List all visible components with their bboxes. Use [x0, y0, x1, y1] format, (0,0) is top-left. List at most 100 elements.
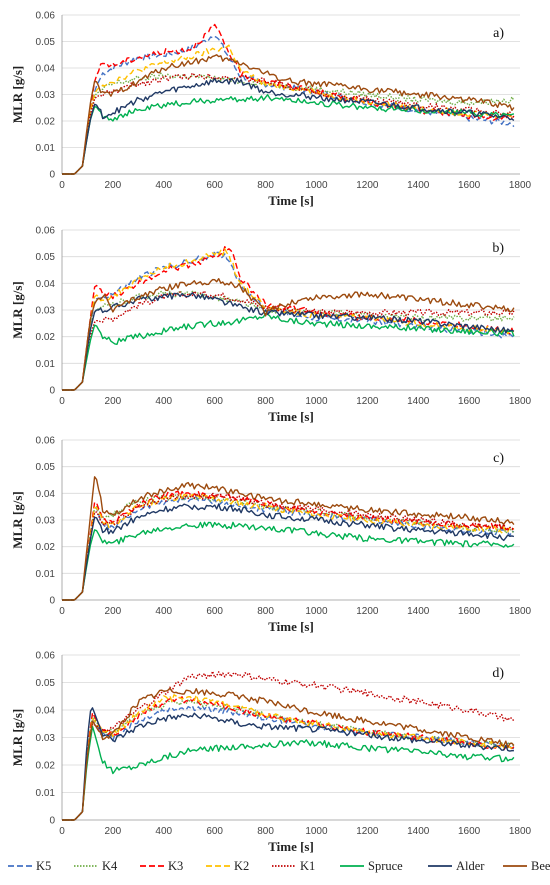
legend-item-k1: K1	[272, 859, 315, 873]
series-line-k5	[62, 250, 515, 391]
x-tick-label: 0	[59, 826, 65, 837]
y-tick-label: 0.03	[36, 733, 56, 744]
y-tick-label: 0.06	[36, 436, 56, 447]
x-tick-label: 400	[155, 606, 172, 617]
x-tick-label: 200	[105, 180, 122, 191]
panel-a: 0 0.01 0.02 0.03 0.04 0.05 0.06 0 200 400 600 800 10…	[10, 11, 532, 209]
y-tick-label: 0.04	[36, 706, 56, 717]
series-line-k3	[62, 246, 515, 391]
y-tick-label: 0.01	[36, 788, 56, 799]
x-tick-label: 1200	[356, 180, 379, 191]
series-line-k4	[62, 698, 515, 821]
y-axis-label: MLR [g/s]	[10, 66, 25, 123]
series-line-k2	[62, 248, 515, 391]
series-line-beech	[62, 476, 515, 601]
x-tick-label: 800	[257, 180, 274, 191]
x-tick-label: 800	[257, 826, 274, 837]
x-tick-label: 0	[59, 396, 65, 407]
legend-item-k2: K2	[206, 859, 249, 873]
legend-label: K4	[102, 859, 118, 873]
x-tick-label: 400	[155, 396, 172, 407]
y-axis-label: MLR [g/s]	[10, 281, 25, 338]
x-tick-label: 0	[59, 606, 65, 617]
x-tick-label: 600	[206, 606, 223, 617]
panel-c: 0 0.01 0.02 0.03 0.04 0.05 0.06 0 200 400 600 800 10…	[10, 436, 532, 635]
x-tick-label: 1000	[305, 396, 328, 407]
x-tick-label: 200	[105, 396, 122, 407]
x-tick-label: 1800	[509, 606, 532, 617]
x-tick-label: 1000	[305, 180, 328, 191]
y-tick-label: 0.06	[36, 651, 56, 662]
series-line-alder	[62, 707, 514, 821]
x-tick-label: 1200	[356, 606, 379, 617]
series-line-k5	[62, 35, 515, 175]
series-line-k4	[62, 290, 515, 391]
series-line-spruce	[62, 521, 515, 601]
y-tick-label: 0.03	[36, 516, 56, 527]
y-tick-label: 0	[49, 816, 55, 827]
x-tick-label: 1400	[407, 606, 430, 617]
y-tick-label: 0.05	[36, 678, 56, 689]
x-tick-label: 1800	[509, 826, 532, 837]
series-line-k1	[62, 72, 515, 175]
x-tick-label: 600	[206, 396, 223, 407]
y-tick-label: 0.05	[36, 37, 56, 48]
x-tick-label: 1600	[458, 826, 481, 837]
series-line-k1	[62, 492, 515, 601]
legend: K5 K4 K3 K2 K1 Spruce Alder Beech	[8, 859, 550, 873]
x-tick-label: 200	[105, 606, 122, 617]
y-tick-label: 0.01	[36, 569, 56, 580]
series-line-spruce	[62, 312, 515, 391]
y-tick-label: 0.03	[36, 306, 56, 317]
x-tick-label: 0	[59, 180, 65, 191]
legend-item-beech: Beech	[503, 859, 550, 873]
y-tick-label: 0	[49, 596, 55, 607]
y-tick-label: 0.04	[36, 279, 56, 290]
panel-label: b)	[492, 241, 504, 256]
legend-label: K2	[234, 859, 249, 873]
y-tick-label: 0	[49, 386, 55, 397]
series-line-alder	[62, 77, 515, 175]
x-axis-label: Time [s]	[268, 193, 314, 208]
series-line-beech	[62, 54, 515, 175]
series-line-alder	[62, 503, 515, 601]
legend-item-k4: K4	[74, 859, 118, 873]
y-tick-label: 0.02	[36, 117, 56, 128]
y-tick-label: 0.06	[36, 226, 56, 237]
y-tick-label: 0	[49, 170, 55, 181]
x-tick-label: 1600	[458, 180, 481, 191]
x-tick-label: 1400	[407, 396, 430, 407]
x-tick-label: 1800	[509, 180, 532, 191]
x-tick-label: 800	[257, 606, 274, 617]
panel-b: 0 0.01 0.02 0.03 0.04 0.05 0.06 0 200 400 600 800 10…	[10, 226, 532, 425]
y-tick-label: 0.05	[36, 462, 56, 473]
legend-item-alder: Alder	[428, 859, 485, 873]
y-tick-label: 0.06	[36, 11, 56, 22]
x-tick-label: 1600	[458, 606, 481, 617]
series-line-beech	[62, 278, 515, 391]
x-tick-label: 1400	[407, 826, 430, 837]
x-axis-label: Time [s]	[268, 409, 314, 424]
y-tick-label: 0.05	[36, 252, 56, 263]
x-tick-label: 600	[206, 826, 223, 837]
y-axis-label: MLR [g/s]	[10, 709, 25, 766]
x-tick-label: 1000	[305, 826, 328, 837]
panel-label: a)	[493, 26, 504, 41]
legend-label: K5	[36, 859, 51, 873]
legend-item-k5: K5	[8, 859, 51, 873]
y-tick-label: 0.04	[36, 64, 56, 75]
legend-item-k3: K3	[140, 859, 183, 873]
legend-label: Spruce	[368, 859, 403, 873]
legend-label: K3	[168, 859, 183, 873]
series-line-spruce	[62, 94, 515, 175]
x-axis-label: Time [s]	[268, 839, 314, 854]
series-line-k2	[62, 493, 515, 601]
legend-label: Alder	[456, 859, 485, 873]
y-tick-label: 0.02	[36, 542, 56, 553]
x-tick-label: 1800	[509, 396, 532, 407]
x-axis-label: Time [s]	[268, 619, 314, 634]
series-line-beech	[62, 687, 515, 821]
x-tick-label: 1400	[407, 180, 430, 191]
y-tick-label: 0.01	[36, 143, 56, 154]
